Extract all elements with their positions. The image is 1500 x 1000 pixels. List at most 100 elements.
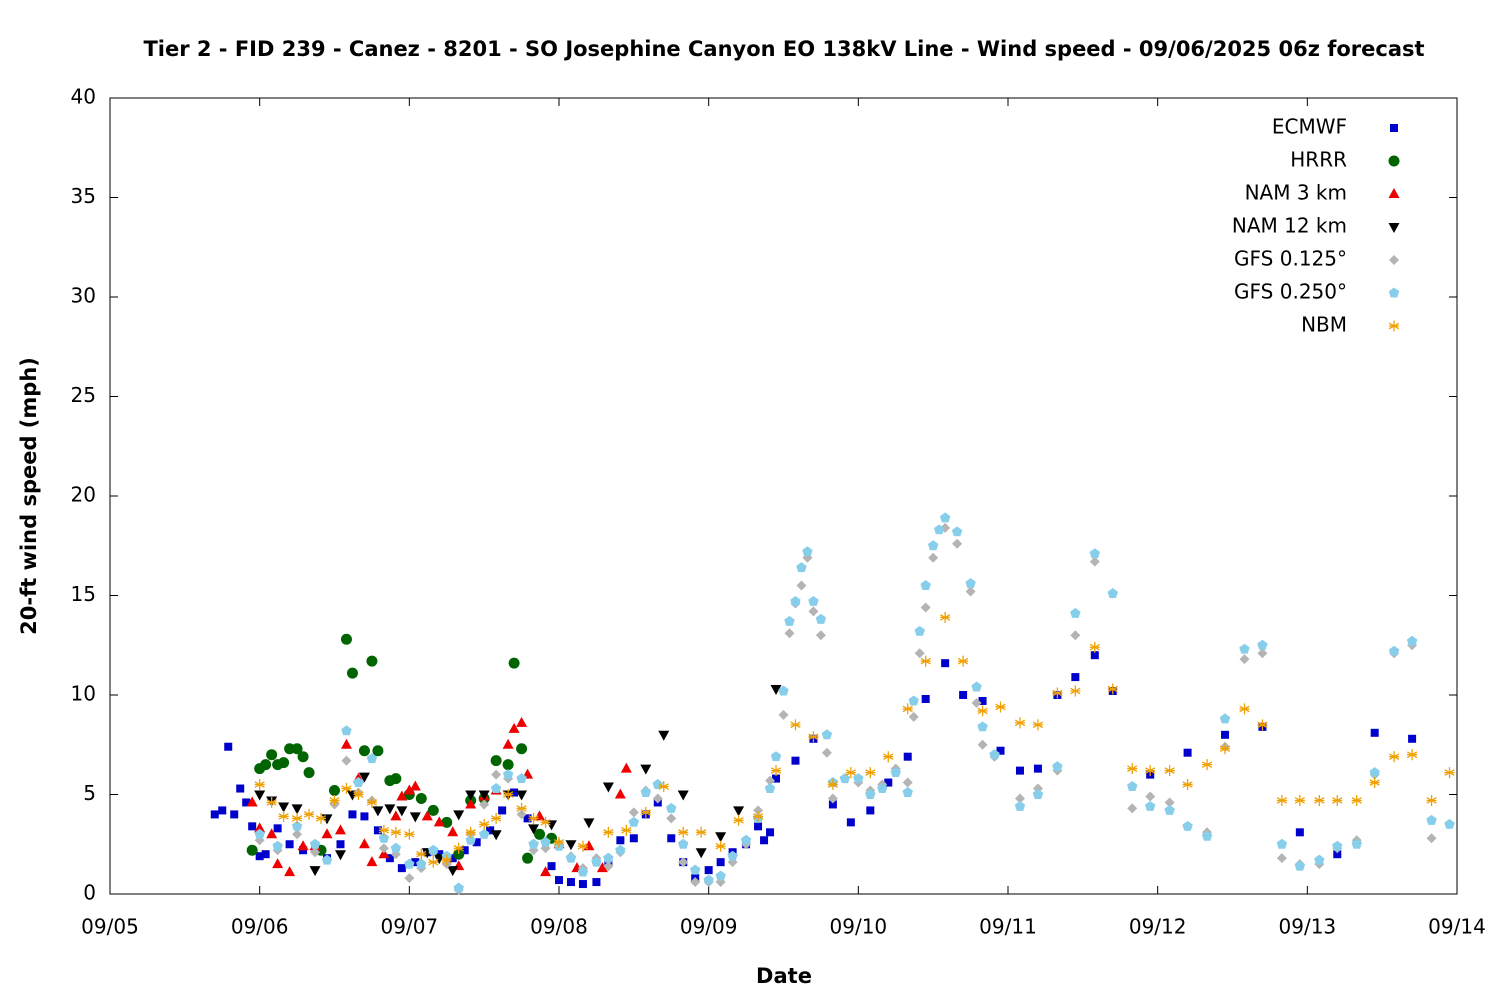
data-point	[384, 804, 396, 815]
data-point	[1219, 743, 1231, 755]
data-point	[566, 878, 575, 887]
y-tick-label: 30	[71, 284, 96, 308]
data-point	[866, 806, 875, 815]
data-point	[453, 842, 464, 854]
legend-label: NAM 3 km	[1245, 181, 1347, 205]
data-point	[1164, 797, 1175, 808]
data-point	[764, 783, 776, 793]
data-point	[640, 806, 651, 818]
data-point	[1164, 804, 1175, 815]
data-point	[502, 738, 514, 749]
data-point	[790, 595, 801, 606]
data-point	[1221, 730, 1230, 739]
data-point	[404, 858, 415, 869]
data-point	[390, 773, 402, 785]
data-point	[508, 722, 520, 733]
data-point	[1407, 749, 1418, 761]
data-point	[678, 826, 689, 838]
data-point	[727, 850, 738, 861]
data-point	[621, 824, 632, 836]
data-point	[890, 767, 901, 778]
x-tick-label: 09/06	[231, 915, 289, 939]
data-point	[1089, 556, 1100, 567]
data-point	[1014, 800, 1026, 811]
y-axis-label: 20-ft wind speed (mph)	[17, 357, 41, 635]
data-point	[1406, 635, 1418, 646]
data-point	[1107, 588, 1118, 598]
data-point	[821, 747, 832, 758]
data-point	[510, 788, 519, 797]
data-point	[921, 694, 930, 703]
data-point	[908, 711, 919, 722]
data-point	[465, 834, 476, 845]
data-point	[433, 816, 445, 827]
data-point	[291, 804, 303, 815]
data-point	[808, 606, 819, 617]
data-point	[1145, 791, 1156, 802]
data-point	[409, 812, 421, 823]
data-point	[291, 820, 303, 831]
data-point	[808, 731, 819, 743]
data-point	[778, 709, 789, 720]
data-point	[266, 828, 278, 839]
data-point	[884, 778, 893, 787]
y-tick-label: 5	[83, 781, 96, 805]
y-tick-label: 10	[71, 682, 96, 706]
data-point	[1257, 639, 1268, 650]
data-point	[902, 777, 913, 788]
data-point	[977, 739, 988, 750]
data-point	[547, 862, 556, 871]
data-point	[266, 749, 278, 761]
data-point	[385, 854, 394, 863]
data-point	[1388, 645, 1400, 656]
data-point	[740, 834, 752, 845]
data-point	[603, 861, 614, 872]
data-point	[278, 810, 289, 822]
data-point	[310, 847, 321, 858]
legend-marker	[1390, 124, 1398, 132]
data-point	[1070, 685, 1081, 697]
data-point	[978, 696, 987, 705]
data-point	[1370, 728, 1379, 737]
data-point	[254, 822, 266, 833]
data-point	[1052, 761, 1063, 772]
data-point	[577, 866, 589, 877]
data-point	[1426, 833, 1437, 844]
data-point	[1182, 820, 1193, 831]
data-point	[1070, 630, 1081, 641]
legend-label: NBM	[1301, 313, 1347, 337]
data-point	[479, 818, 490, 830]
data-point	[522, 852, 534, 864]
data-point	[1164, 765, 1175, 777]
data-point	[770, 751, 782, 762]
data-point	[1071, 673, 1080, 682]
data-point	[839, 773, 851, 784]
data-point	[491, 769, 502, 780]
data-point	[378, 824, 389, 836]
data-point	[292, 829, 303, 840]
data-point	[378, 843, 389, 854]
data-point	[1239, 654, 1250, 665]
data-point	[246, 844, 258, 856]
data-point	[502, 769, 514, 780]
data-point	[933, 524, 945, 535]
data-point	[427, 804, 439, 816]
y-tick-label: 35	[71, 184, 96, 208]
data-point	[516, 743, 528, 755]
data-point	[1426, 794, 1437, 806]
data-point	[995, 701, 1006, 713]
data-point	[329, 785, 340, 797]
data-point	[421, 810, 433, 821]
data-point	[1257, 719, 1268, 731]
data-point	[784, 615, 795, 626]
data-point	[340, 633, 352, 645]
data-point	[441, 854, 452, 866]
data-point	[516, 773, 527, 784]
data-point	[666, 802, 677, 813]
data-point	[366, 856, 378, 867]
data-point	[415, 792, 427, 804]
data-point	[373, 826, 382, 835]
data-point	[447, 866, 459, 877]
x-tick-label: 09/08	[530, 915, 588, 939]
